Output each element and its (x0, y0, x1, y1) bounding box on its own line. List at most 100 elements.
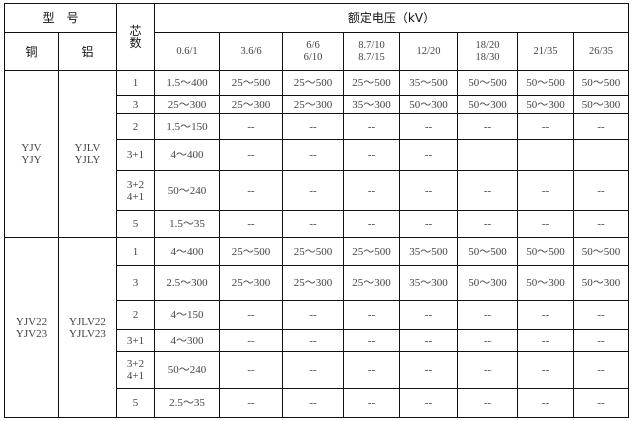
section-range-cell: -- (517, 210, 574, 238)
table-row: 3 2.5～300 25～300 25～300 25～300 35～300 50～300 50… (5, 265, 629, 301)
section-range-cell: 50～500 (517, 70, 574, 96)
section-range-cell: 4～400 (154, 237, 220, 266)
section-range-cell: -- (399, 139, 458, 171)
section-range-cell: -- (282, 113, 344, 140)
section-range-cell: -- (457, 351, 518, 389)
section-range-cell: -- (399, 351, 458, 389)
section-range-cell: -- (457, 329, 518, 352)
section-range-cell: -- (282, 388, 344, 418)
section-range-cell: -- (399, 329, 458, 352)
section-range-cell: 50～300 (573, 95, 629, 114)
voltage-header: 21/35 (517, 32, 574, 71)
section-range-cell: -- (343, 170, 400, 211)
section-range-cell: 1.5～400 (154, 70, 220, 96)
section-range-cell: 50～300 (399, 95, 458, 114)
section-range-cell: -- (343, 113, 400, 140)
section-range-cell: 25～500 (219, 237, 283, 266)
section-range-cell: -- (282, 351, 344, 389)
section-range-cell: -- (517, 351, 574, 389)
cores-cell: 1 (116, 237, 155, 266)
section-range-cell: 25～300 (282, 95, 344, 114)
section-range-cell: 35～300 (399, 265, 458, 301)
section-range-cell: 1.5～35 (154, 210, 220, 238)
cores-cell: 3+2 4+1 (116, 170, 155, 211)
cores-cell: 1 (116, 70, 155, 96)
table-row: 3+2 4+1 50～240 -- -- -- -- -- -- -- (5, 351, 629, 389)
section-range-cell: -- (219, 139, 283, 171)
section-range-cell (573, 139, 629, 171)
voltage-header: 12/20 (399, 32, 458, 71)
model-header: 型 号 (4, 3, 117, 33)
section-range-cell: 25～500 (219, 70, 283, 96)
section-range-cell: -- (517, 300, 574, 330)
section-range-cell: -- (343, 351, 400, 389)
section-range-cell: 25～300 (154, 95, 220, 114)
section-range-cell: -- (573, 170, 629, 211)
section-range-cell: -- (457, 210, 518, 238)
cores-cell: 5 (116, 388, 155, 418)
section-range-cell: -- (282, 210, 344, 238)
section-range-cell: -- (343, 139, 400, 171)
section-range-cell: -- (343, 210, 400, 238)
table-row: 3+2 4+1 50～240 -- -- -- -- -- -- -- (5, 170, 629, 211)
section-range-cell: -- (399, 300, 458, 330)
section-range-cell: 50～500 (457, 70, 518, 96)
section-range-cell: -- (282, 139, 344, 171)
cores-cell: 3+1 (116, 329, 155, 352)
section-range-cell: -- (219, 170, 283, 211)
section-range-cell: -- (399, 210, 458, 238)
table-row: 5 1.5～35 -- -- -- -- -- -- -- (5, 210, 629, 238)
copper-model: YJV22 YJV23 (4, 237, 59, 418)
section-range-cell: -- (573, 300, 629, 330)
voltage-header: 6/6 6/10 (282, 32, 344, 71)
voltage-header: 0.6/1 (154, 32, 220, 71)
section-range-cell: 25～300 (219, 95, 283, 114)
section-range-cell: 35～500 (399, 70, 458, 96)
section-range-cell: 25～500 (282, 70, 344, 96)
section-range-cell: -- (282, 329, 344, 352)
section-range-cell: -- (343, 388, 400, 418)
section-range-cell: -- (457, 388, 518, 418)
copper-model: YJV YJY (4, 70, 59, 238)
section-range-cell: 4～150 (154, 300, 220, 330)
section-range-cell: -- (573, 113, 629, 140)
section-range-cell: 4～300 (154, 329, 220, 352)
section-range-cell: 1.5～150 (154, 113, 220, 140)
section-range-cell: -- (457, 170, 518, 211)
section-range-cell: 50～300 (457, 95, 518, 114)
section-range-cell: 25～500 (343, 70, 400, 96)
section-range-cell: 50～500 (457, 237, 518, 266)
table-row: 3+1 4～400 -- -- -- -- (5, 139, 629, 171)
cores-cell: 3 (116, 95, 155, 114)
section-range-cell: 35～300 (343, 95, 400, 114)
section-range-cell: 25～300 (343, 265, 400, 301)
section-range-cell: 50～300 (517, 265, 574, 301)
section-range-cell: -- (219, 300, 283, 330)
section-range-cell: -- (399, 388, 458, 418)
aluminum-header: 铝 (58, 32, 117, 71)
section-range-cell (517, 139, 574, 171)
cores-cell: 3+1 (116, 139, 155, 171)
cores-header: 芯 数 (116, 3, 155, 71)
cores-cell: 2 (116, 113, 155, 140)
section-range-cell: -- (343, 329, 400, 352)
section-range-cell: 50～300 (573, 265, 629, 301)
section-range-cell: 50～240 (154, 351, 220, 389)
table-row: 5 2.5～35 -- -- -- -- -- -- -- (5, 388, 629, 418)
section-range-cell: -- (282, 300, 344, 330)
voltage-header: 18/20 18/30 (457, 32, 518, 71)
section-range-cell: -- (219, 388, 283, 418)
section-range-cell: -- (343, 300, 400, 330)
cores-cell: 3 (116, 265, 155, 301)
section-range-cell: 50～300 (457, 265, 518, 301)
aluminum-model: YJLV YJLY (58, 70, 117, 238)
rated-voltage-header: 额定电压（kV） (154, 3, 629, 33)
section-range-cell: -- (219, 113, 283, 140)
section-range-cell: -- (457, 300, 518, 330)
section-range-cell: -- (219, 210, 283, 238)
table-row: 3+1 4～300 -- -- -- -- -- -- -- (5, 329, 629, 352)
table-row: 2 4～150 -- -- -- -- -- -- -- (5, 300, 629, 330)
table-row: YJV22 YJV23 YJLV22 YJLV23 1 4～400 25～500 25～5… (4, 237, 629, 418)
section-range-cell: 50～240 (154, 170, 220, 211)
section-range-cell: -- (282, 170, 344, 211)
